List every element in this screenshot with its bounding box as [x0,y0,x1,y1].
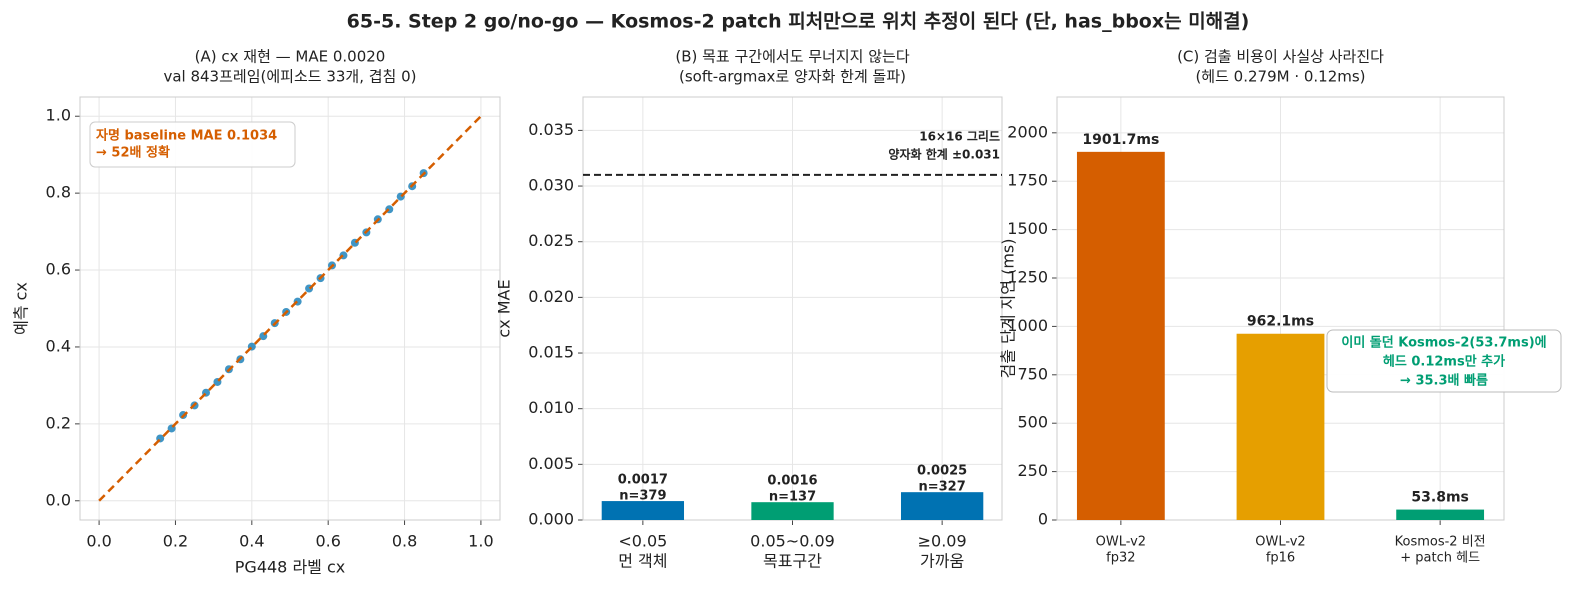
figure-title: 65-5. Step 2 go/no-go — Kosmos-2 patch 피… [347,11,1250,33]
annotation-box [89,121,296,168]
x-tick-label: fp32 [1106,551,1135,566]
y-tick-label: 2000 [1007,122,1048,141]
x-tick-label: <0.05 [618,532,667,551]
annotation-box [1326,329,1562,393]
y-tick-label: 0.005 [528,454,574,473]
x-tick-label: 0.6 [315,532,340,551]
y-tick-label: 0.000 [528,510,574,529]
y-tick-label: 0.035 [528,120,574,139]
x-tick-label: OWL-v2 [1255,535,1305,550]
value-label: 0.0017 [618,473,668,488]
bar [1076,151,1165,521]
x-tick-label: 목표구간 [763,552,822,571]
y-tick-label: 1500 [1007,219,1048,238]
bar [751,502,834,520]
y-tick-label: 0.4 [46,336,71,355]
x-tick-label: fp16 [1266,551,1295,566]
x-tick-label: ≥0.09 [918,532,967,551]
count-label: n=137 [769,490,816,505]
value-label: 0.0025 [917,464,967,479]
value-label: 1901.7ms [1082,132,1159,148]
y-axis-label: 예측 cx [12,282,31,335]
y-tick-label: 1250 [1007,268,1048,287]
x-tick-label: OWL-v2 [1096,535,1146,550]
y-tick-label: 1750 [1007,171,1048,190]
y-tick-label: 0.030 [528,176,574,195]
annotation: 자명 baseline MAE 0.1034 [96,128,277,144]
bar [1236,333,1325,520]
x-tick-label: 1.0 [468,532,493,551]
annotation: 헤드 0.12ms만 추가 [1383,354,1505,370]
axes-frame [79,96,501,521]
x-axis-label: PG448 라벨 cx [235,558,345,577]
panel-title: (C) 검출 비용이 사실상 사라진다 [1177,48,1384,66]
x-tick-label: Kosmos-2 비전 [1395,535,1486,550]
y-tick-label: 1.0 [46,106,71,125]
x-tick-label: + patch 헤드 [1400,551,1480,566]
y-tick-label: 0 [1038,510,1048,529]
y-axis-label: cx MAE [495,279,514,337]
x-tick-label: 0.0 [86,532,111,551]
annotation: 이미 돌던 Kosmos-2(53.7ms)에 [1341,335,1546,351]
y-tick-label: 0.015 [528,343,574,362]
bar [1396,509,1485,520]
y-tick-label: 0.8 [46,183,71,202]
annotation: → 52배 정확 [96,145,170,161]
y-tick-label: 750 [1017,364,1048,383]
y-tick-label: 0.025 [528,231,574,250]
y-tick-label: 250 [1017,461,1048,480]
threshold-label: 양자화 한계 ±0.031 [888,146,1000,161]
y-tick-label: 0.6 [46,260,71,279]
x-tick-label: 0.05~0.09 [750,532,835,551]
x-tick-label: 0.8 [392,532,417,551]
panel-title: val 843프레임(에피소드 33개, 겹침 0) [163,68,416,86]
value-label: 53.8ms [1411,490,1468,506]
value-label: 0.0016 [767,474,817,489]
annotation: → 35.3배 빠름 [1400,373,1488,389]
x-tick-label: 가까움 [920,552,964,571]
panel-title: (A) cx 재현 — MAE 0.0020 [195,48,386,66]
x-tick-label: 0.4 [239,532,264,551]
panel-title: (soft-argmax로 양자화 한계 돌파) [679,68,906,86]
y-tick-label: 0.0 [46,490,71,509]
count-label: n=327 [918,480,965,495]
panel-title: (B) 목표 구간에서도 무너지지 않는다 [675,48,909,66]
panel-title: (헤드 0.279M · 0.12ms) [1195,68,1365,86]
y-tick-label: 0.020 [528,287,574,306]
value-label: 962.1ms [1247,314,1314,330]
bar [900,492,984,520]
reference-line [98,115,482,502]
y-tick-label: 0.2 [46,413,71,432]
count-label: n=379 [619,489,666,504]
bar [601,501,685,520]
y-axis-label: 검출 단계 지연 (ms) [999,239,1018,379]
x-tick-label: 먼 객체 [618,552,667,571]
threshold-label: 16×16 그리드 [919,128,1000,143]
y-tick-label: 1000 [1007,316,1048,335]
y-tick-label: 0.010 [528,398,574,417]
x-tick-label: 0.2 [163,532,188,551]
y-tick-label: 500 [1017,413,1048,432]
